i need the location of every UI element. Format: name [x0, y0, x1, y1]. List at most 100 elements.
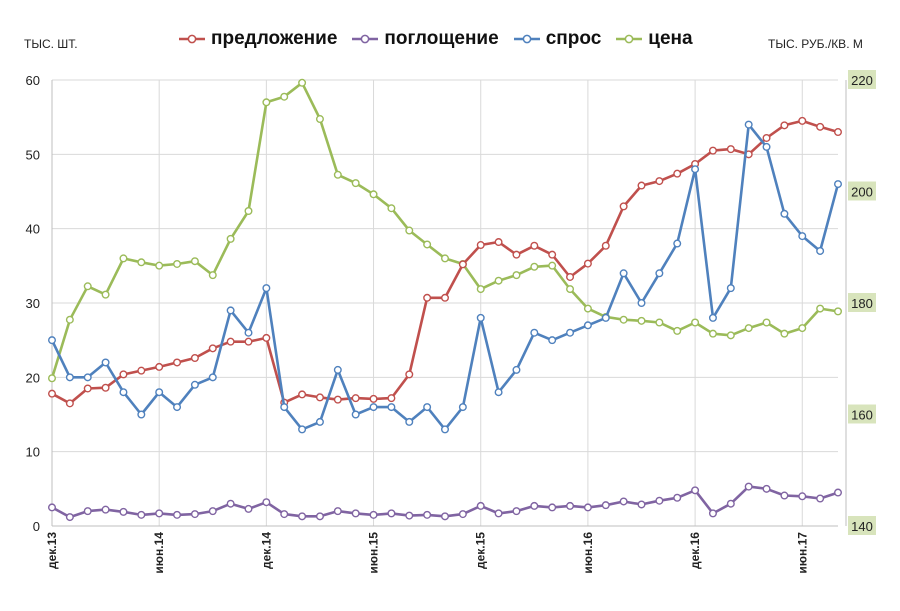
- data-point: [137, 510, 146, 519]
- data-point: [137, 258, 146, 267]
- data-point: [619, 269, 628, 278]
- data-point: [387, 403, 396, 412]
- y-tick-right-label: 200: [851, 185, 873, 200]
- x-tick-label: дек.13: [45, 532, 59, 569]
- data-point: [101, 505, 110, 514]
- data-point: [798, 232, 807, 241]
- data-point: [333, 507, 342, 516]
- data-point: [315, 115, 324, 124]
- data-point: [173, 259, 182, 268]
- data-point: [780, 329, 789, 338]
- data-point: [780, 121, 789, 130]
- data-point: [48, 389, 57, 398]
- data-point: [119, 370, 128, 379]
- data-point: [405, 226, 414, 235]
- data-point: [548, 503, 557, 512]
- data-point: [190, 354, 199, 363]
- data-point: [530, 241, 539, 250]
- data-point: [208, 507, 217, 516]
- data-point: [65, 373, 74, 382]
- data-point: [726, 331, 735, 340]
- data-point: [351, 410, 360, 419]
- data-point: [619, 315, 628, 324]
- data-point: [601, 241, 610, 250]
- data-point: [708, 146, 717, 155]
- data-point: [387, 394, 396, 403]
- x-tick-label: июн.15: [367, 532, 381, 574]
- data-point: [351, 179, 360, 188]
- data-point: [512, 507, 521, 516]
- y-tick-left-label: 50: [26, 147, 40, 162]
- data-point: [298, 512, 307, 521]
- data-point: [405, 417, 414, 426]
- data-point: [655, 496, 664, 505]
- x-tick-label: июн.17: [795, 532, 809, 574]
- data-point: [83, 384, 92, 393]
- data-point: [691, 486, 700, 495]
- legend-item-absorption: поглощение: [351, 28, 499, 50]
- data-point: [691, 318, 700, 327]
- data-point: [548, 261, 557, 270]
- y-tick-left-label: 20: [26, 370, 40, 385]
- x-tick-label: дек.16: [688, 532, 702, 569]
- data-point: [834, 307, 843, 316]
- data-point: [83, 507, 92, 516]
- data-point: [137, 410, 146, 419]
- data-point: [798, 492, 807, 501]
- data-point: [601, 501, 610, 510]
- series-line-2: [50, 123, 840, 431]
- data-point: [423, 240, 432, 249]
- data-point: [208, 373, 217, 382]
- data-point: [298, 425, 307, 434]
- data-point: [655, 177, 664, 186]
- data-point: [119, 254, 128, 263]
- data-point: [155, 261, 164, 270]
- data-point: [101, 383, 110, 392]
- legend-label-supply: предложение: [211, 28, 338, 49]
- data-point: [173, 510, 182, 519]
- data-point: [673, 169, 682, 178]
- data-point: [119, 507, 128, 516]
- data-point: [369, 510, 378, 519]
- data-point: [476, 313, 485, 322]
- legend-marker-supply: [179, 34, 205, 44]
- legend-item-demand: спрос: [513, 28, 602, 50]
- data-point: [244, 207, 253, 216]
- data-point: [744, 120, 753, 129]
- data-point: [405, 370, 414, 379]
- data-point: [83, 282, 92, 291]
- data-point: [726, 284, 735, 293]
- data-point: [530, 262, 539, 271]
- data-point: [691, 165, 700, 174]
- data-point: [816, 494, 825, 503]
- legend-label-demand: спрос: [545, 28, 602, 49]
- data-point: [548, 250, 557, 259]
- legend-label-absorption: поглощение: [384, 28, 499, 49]
- data-point: [744, 324, 753, 333]
- data-point: [566, 501, 575, 510]
- data-point: [673, 239, 682, 248]
- data-point: [566, 272, 575, 281]
- data-point: [155, 362, 164, 371]
- data-point: [83, 373, 92, 382]
- data-point: [762, 133, 771, 142]
- data-point: [226, 499, 235, 508]
- data-point: [65, 399, 74, 408]
- legend-marker-absorption: [352, 34, 379, 44]
- legend-marker-price: [616, 34, 643, 44]
- data-point: [405, 511, 414, 520]
- data-point: [637, 181, 646, 190]
- data-point: [494, 276, 503, 285]
- data-point: [226, 337, 235, 346]
- legend-label-price: цена: [648, 28, 693, 49]
- data-point: [762, 484, 771, 493]
- data-point: [190, 380, 199, 389]
- data-point: [512, 271, 521, 280]
- data-point: [566, 285, 575, 294]
- data-point: [834, 128, 843, 137]
- legend-item-supply: предложение: [178, 28, 337, 50]
- data-point: [387, 509, 396, 518]
- data-point: [476, 241, 485, 250]
- data-point: [226, 234, 235, 243]
